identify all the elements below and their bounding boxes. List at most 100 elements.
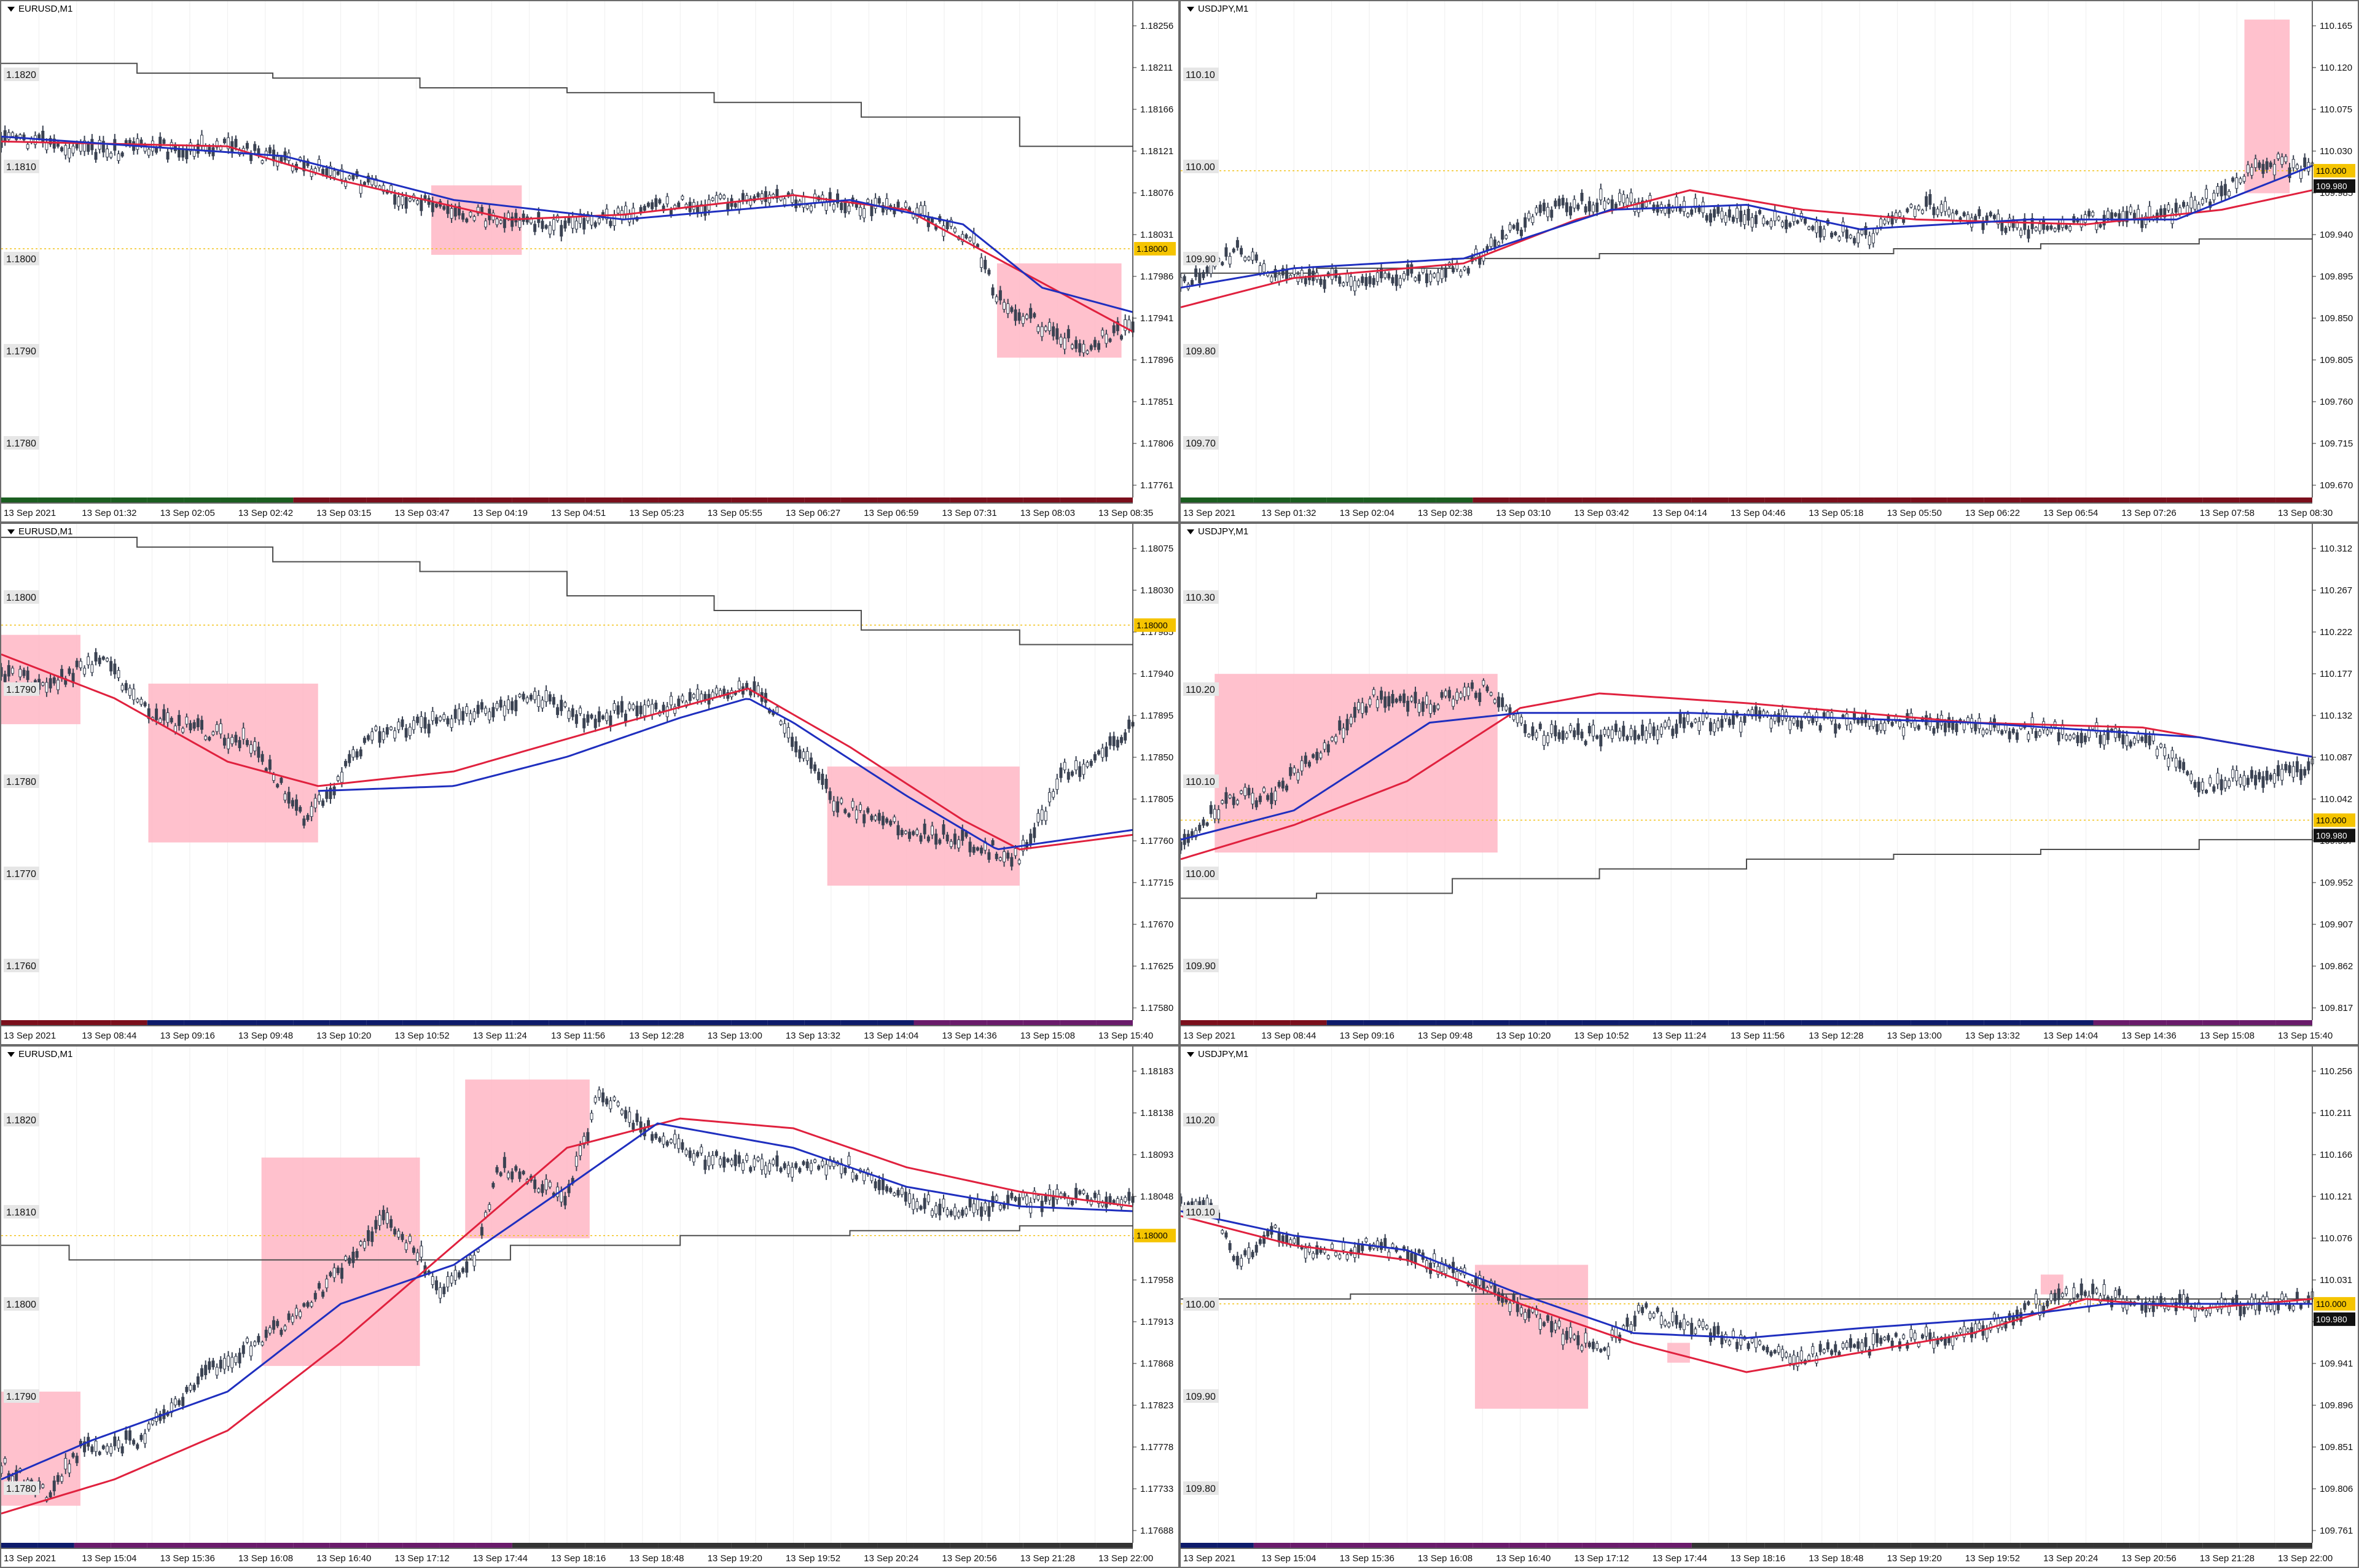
session-bar-segment xyxy=(74,497,111,502)
candle-body xyxy=(389,1219,393,1228)
candle-body xyxy=(1273,268,1277,278)
chart-canvas[interactable]: 1.182561.182111.181661.181211.180761.180… xyxy=(1,1,1180,523)
candle-body xyxy=(1429,273,1433,283)
candle-body xyxy=(1258,265,1262,273)
dropdown-triangle-icon[interactable] xyxy=(7,1052,15,1058)
candle-body xyxy=(2258,1301,2261,1311)
candle-body xyxy=(828,1159,832,1167)
candle-body xyxy=(416,1252,420,1262)
dropdown-triangle-icon[interactable] xyxy=(7,7,15,12)
time-axis-label: 13 Sep 04:19 xyxy=(473,508,528,518)
candle-body xyxy=(83,140,87,152)
candle-body xyxy=(1436,272,1440,282)
candle-body xyxy=(1720,719,1724,728)
session-bar-segment xyxy=(475,497,512,502)
session-bar-segment xyxy=(1509,1543,1546,1548)
chart-canvas[interactable]: 110.312110.267110.222110.177110.132110.0… xyxy=(1181,524,2359,1045)
candle-body xyxy=(1727,1340,1731,1345)
chart-canvas[interactable]: 110.165110.120110.075110.030109.985109.9… xyxy=(1181,1,2359,523)
time-axis-label: 13 Sep 14:36 xyxy=(2121,1031,2176,1041)
chart-panel-eurusd-2[interactable]: 1.18075 1.18030 1.17985 1.17940 1.17895 1.178… xyxy=(0,523,1180,1045)
candle-body xyxy=(612,214,616,226)
candle-body xyxy=(764,1165,767,1174)
candle-body xyxy=(1811,717,1815,724)
session-bar-segment xyxy=(256,497,294,502)
session-bar-segment xyxy=(731,1020,768,1025)
candle-body xyxy=(1334,1252,1338,1256)
candle-body xyxy=(2034,227,2038,231)
candle-body xyxy=(1894,1333,1898,1337)
candle-body xyxy=(1785,219,1788,230)
candle-body xyxy=(2151,1300,2155,1313)
session-bar-segment xyxy=(147,497,184,502)
candle-body xyxy=(654,703,658,709)
candle-body xyxy=(472,216,476,221)
candle-body xyxy=(900,830,904,835)
chart-panel-usdjpy-2[interactable]: 110.312 110.267 110.222 110.177 110.132 110.0… xyxy=(1180,523,2359,1045)
candle-body xyxy=(821,773,824,785)
candle-body xyxy=(1380,268,1383,279)
candle-body xyxy=(178,1400,181,1405)
chart-canvas[interactable]: 1.181831.181381.180931.180481.180031.179… xyxy=(1,1047,1180,1568)
candle-body xyxy=(560,700,563,711)
candle-body xyxy=(1769,220,1773,227)
candle-body xyxy=(1082,763,1086,775)
candle-body xyxy=(439,716,442,721)
chart-canvas[interactable]: 110.256110.211110.166110.121110.076110.0… xyxy=(1181,1047,2359,1568)
candle-body xyxy=(2258,772,2261,780)
candle-body xyxy=(832,204,835,211)
candle-body xyxy=(2042,220,2046,230)
candle-body xyxy=(783,723,786,734)
dropdown-triangle-icon[interactable] xyxy=(1187,529,1194,535)
candle-body xyxy=(2079,733,2083,744)
candle-body xyxy=(2189,197,2193,209)
session-bar-segment xyxy=(220,497,257,502)
candle-body xyxy=(783,1163,786,1169)
dropdown-triangle-icon[interactable] xyxy=(7,529,15,535)
dropdown-triangle-icon[interactable] xyxy=(1187,7,1194,12)
chart-panel-eurusd-1[interactable]: 1.18256 1.18211 1.18166 1.18121 1.18076 1.180… xyxy=(0,0,1180,523)
candle-body xyxy=(1826,1342,1829,1350)
candle-body xyxy=(2216,186,2220,194)
session-bar-segment xyxy=(585,1020,622,1025)
candle-body xyxy=(881,816,885,825)
session-bar-segment xyxy=(840,1543,878,1548)
session-bar-segment xyxy=(1290,1020,1327,1025)
session-bar-segment xyxy=(1546,1543,1582,1548)
candle-body xyxy=(1766,1346,1769,1353)
dropdown-triangle-icon[interactable] xyxy=(1187,1052,1194,1058)
candle-body xyxy=(1273,1225,1277,1228)
session-bar-segment xyxy=(402,1020,440,1025)
candle-body xyxy=(132,688,136,700)
candle-body xyxy=(1232,797,1235,805)
price-axis-label: 1.18031 xyxy=(1140,230,1173,240)
yellow-price-tag-label: 110.000 xyxy=(2316,1299,2347,1309)
candle-body xyxy=(1690,722,1694,727)
session-bar-segment xyxy=(366,1543,403,1548)
candle-body xyxy=(632,1123,635,1130)
candle-body xyxy=(1584,206,1587,213)
candle-body xyxy=(1629,192,1633,203)
session-bar-segment xyxy=(1290,497,1327,502)
candle-body xyxy=(2023,1303,2027,1310)
chart-canvas[interactable]: 1.180751.180301.179851.179401.178951.178… xyxy=(1,524,1180,1045)
chart-panel-usdjpy-3[interactable]: 110.256 110.211 110.166 110.121 110.076 110.0… xyxy=(1180,1045,2359,1568)
candle-body xyxy=(835,801,839,813)
candle-body xyxy=(730,1160,734,1166)
time-axis-label: 13 Sep 12:28 xyxy=(1809,1031,1863,1041)
yellow-price-tag-label: 110.000 xyxy=(2316,166,2347,176)
chart-panel-usdjpy-1[interactable]: 110.165 110.120 110.075 110.030 109.985 109.9… xyxy=(1180,0,2359,523)
price-axis-label: 1.17913 xyxy=(1140,1317,1173,1327)
candle-body xyxy=(1124,319,1127,331)
candle-body xyxy=(1010,1193,1014,1199)
candle-body xyxy=(105,658,109,661)
candle-body xyxy=(2060,1293,2064,1297)
chart-panel-eurusd-3[interactable]: 1.181831.181381.180931.180481.180031.179… xyxy=(0,1045,1180,1568)
candle-body xyxy=(942,824,945,835)
candle-body xyxy=(1913,208,1917,217)
candle-body xyxy=(472,711,476,720)
price-axis-label: 110.120 xyxy=(2320,63,2352,73)
candle-body xyxy=(359,1241,362,1246)
price-axis-label: 109.761 xyxy=(2320,1526,2353,1536)
candle-body xyxy=(1845,713,1848,726)
